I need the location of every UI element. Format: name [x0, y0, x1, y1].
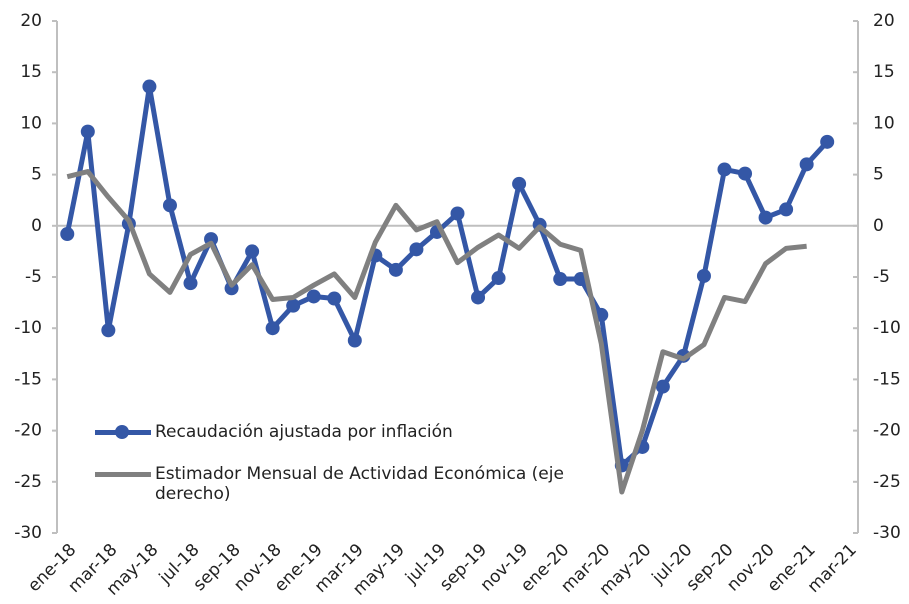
- legend-key: [95, 425, 151, 439]
- marker: [183, 276, 198, 291]
- marker: [60, 226, 75, 241]
- y-tick-label: -30: [14, 523, 42, 543]
- legend: Recaudación ajustada por inflación Estima…: [95, 422, 585, 526]
- legend-label: Recaudación ajustada por inflación: [155, 422, 453, 442]
- marker: [553, 272, 568, 287]
- marker: [286, 298, 301, 313]
- marker: [80, 124, 95, 139]
- y2-tick-label: -5: [873, 267, 890, 287]
- marker: [655, 379, 670, 394]
- marker: [388, 262, 403, 277]
- series-line: [64, 84, 830, 468]
- y-tick-label: 15: [20, 62, 42, 82]
- marker: [347, 333, 362, 348]
- marker: [450, 206, 465, 221]
- y2-tick-label: 20: [873, 11, 895, 31]
- y-tick-label: 0: [31, 216, 42, 236]
- legend-key: [95, 472, 151, 477]
- marker: [779, 202, 794, 217]
- y-tick-label: -25: [14, 472, 42, 492]
- marker: [491, 271, 506, 286]
- marker: [471, 290, 486, 305]
- series-line: [66, 169, 807, 495]
- marker: [245, 244, 260, 259]
- marker: [512, 176, 527, 191]
- y-tick-label: 10: [20, 113, 42, 133]
- y2-tick-label: 10: [873, 113, 895, 133]
- legend-marker: [115, 425, 129, 439]
- marker: [101, 323, 116, 338]
- y2-tick-label: -30: [873, 523, 901, 543]
- marker: [162, 198, 177, 213]
- y2-tick-label: 5: [873, 165, 884, 185]
- y2-tick-label: -10: [873, 318, 901, 338]
- marker: [327, 291, 342, 306]
- marker: [142, 79, 157, 94]
- y2-tick-label: -15: [873, 369, 901, 389]
- marker: [738, 166, 753, 181]
- y2-tick-label: -25: [873, 472, 901, 492]
- y-tick-label: -10: [14, 318, 42, 338]
- marker: [820, 134, 835, 149]
- y-tick-label: -20: [14, 421, 42, 441]
- marker: [799, 157, 814, 172]
- y-tick-label: -15: [14, 369, 42, 389]
- legend-item: Recaudación ajustada por inflación: [95, 422, 585, 442]
- legend-label: Estimador Mensual de Actividad Económica…: [155, 464, 564, 504]
- marker: [717, 162, 732, 177]
- y-tick-label: 5: [31, 165, 42, 185]
- marker: [265, 321, 280, 336]
- marker: [306, 289, 321, 304]
- y-tick-label: -5: [25, 267, 42, 287]
- y2-tick-label: -20: [873, 421, 901, 441]
- marker: [409, 242, 424, 257]
- legend-item: Estimador Mensual de Actividad Económica…: [95, 464, 585, 504]
- y2-tick-label: 15: [873, 62, 895, 82]
- y-tick-label: 20: [20, 11, 42, 31]
- marker: [758, 210, 773, 225]
- marker: [696, 268, 711, 283]
- y2-tick-label: 0: [873, 216, 884, 236]
